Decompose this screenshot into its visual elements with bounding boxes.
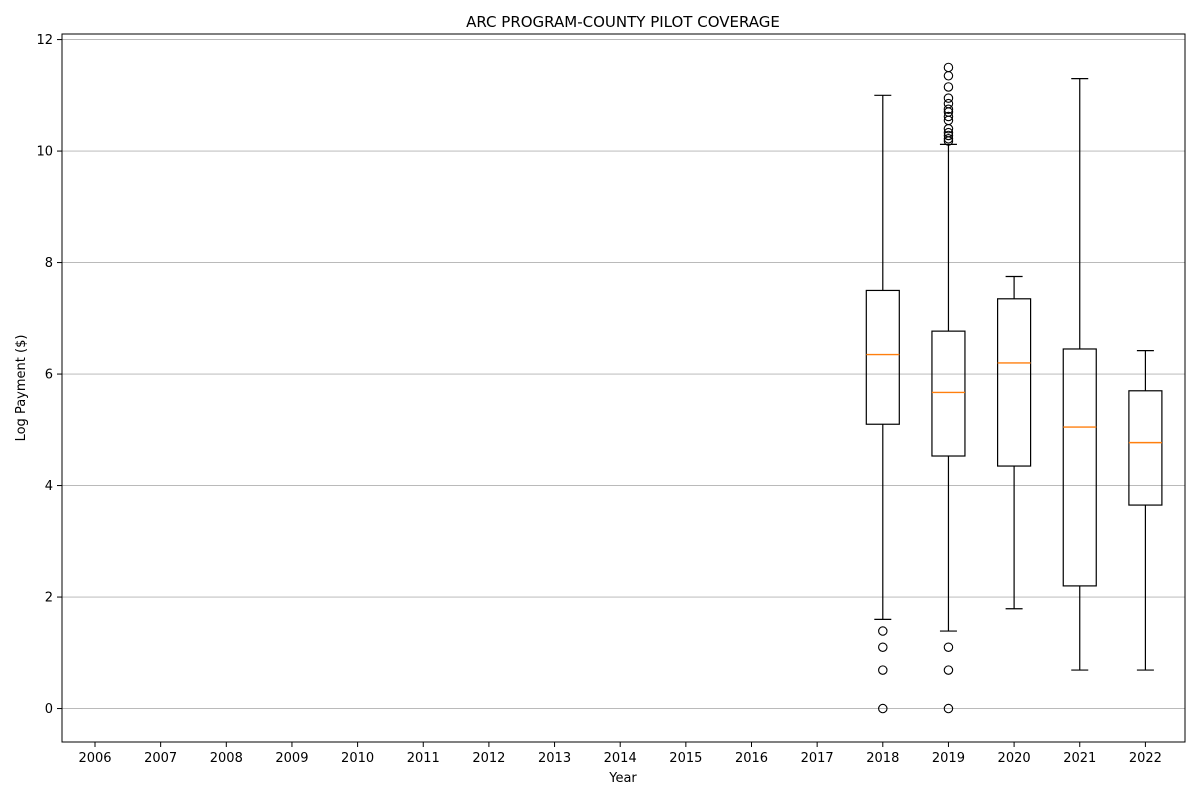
y-tick-label: 10 (36, 145, 53, 160)
x-tick-label: 2016 (735, 751, 768, 766)
box-layer (865, 62, 1163, 714)
x-tick-label: 2010 (341, 751, 374, 766)
outlier-point (943, 665, 954, 675)
x-tick-label: 2019 (932, 751, 965, 766)
x-tick-label: 2013 (538, 751, 571, 766)
iqr-box (1062, 348, 1097, 587)
outlier-point (878, 626, 888, 636)
outlier-point (878, 703, 888, 714)
outlier-point (878, 642, 888, 652)
outlier-point (943, 130, 954, 141)
y-tick-label: 6 (45, 368, 53, 383)
x-tick-label: 2006 (78, 751, 111, 766)
outlier-point (943, 62, 954, 73)
outlier-point (943, 136, 954, 146)
x-tick-label: 2011 (407, 751, 440, 766)
x-tick-label: 2007 (144, 751, 177, 766)
iqr-box (1128, 390, 1163, 506)
outlier-point (943, 124, 954, 134)
x-tick-label: 2020 (998, 751, 1031, 766)
x-tick-label: 2017 (801, 751, 834, 766)
chart-title: ARC PROGRAM-COUNTY PILOT COVERAGE (466, 13, 780, 31)
plot-frame (61, 33, 1186, 743)
y-axis-label: Log Payment ($) (14, 335, 29, 442)
outlier-point (943, 134, 954, 144)
box-2018 (865, 94, 900, 714)
outlier-point (943, 104, 954, 115)
grid-layer (62, 39, 1185, 710)
outlier-point (943, 703, 954, 714)
outlier-point (943, 82, 954, 92)
x-tick-label: 2014 (604, 751, 637, 766)
x-axis-label: Year (608, 771, 637, 786)
box-2021 (1062, 77, 1097, 671)
x-tick-label: 2009 (275, 751, 308, 766)
x-tick-label: 2022 (1129, 751, 1162, 766)
box-2022 (1128, 350, 1163, 671)
x-tick-label: 2018 (866, 751, 899, 766)
x-tick-label: 2015 (669, 751, 702, 766)
box-2019 (931, 62, 966, 714)
x-tick-label: 2008 (210, 751, 243, 766)
box-2020 (996, 275, 1032, 610)
x-tick-label: 2021 (1063, 751, 1096, 766)
y-tick-label: 0 (45, 702, 53, 717)
iqr-box (931, 330, 966, 457)
iqr-box (865, 289, 900, 425)
y-tick-label: 4 (45, 479, 53, 494)
outlier-point (943, 93, 954, 103)
tick-layer: 0 2 4 6 8 10 12 2006 2007 2008 2009 2010 2011 2012 201… (36, 33, 1161, 766)
y-tick-label: 12 (36, 33, 53, 48)
x-tick-label: 2012 (472, 751, 505, 766)
y-tick-label: 2 (45, 591, 53, 606)
y-tick-label: 8 (45, 256, 53, 271)
iqr-box (996, 298, 1032, 467)
outlier-point (943, 111, 954, 122)
outlier-point (943, 642, 954, 652)
outlier-point (943, 71, 954, 81)
outlier-point (878, 665, 888, 675)
